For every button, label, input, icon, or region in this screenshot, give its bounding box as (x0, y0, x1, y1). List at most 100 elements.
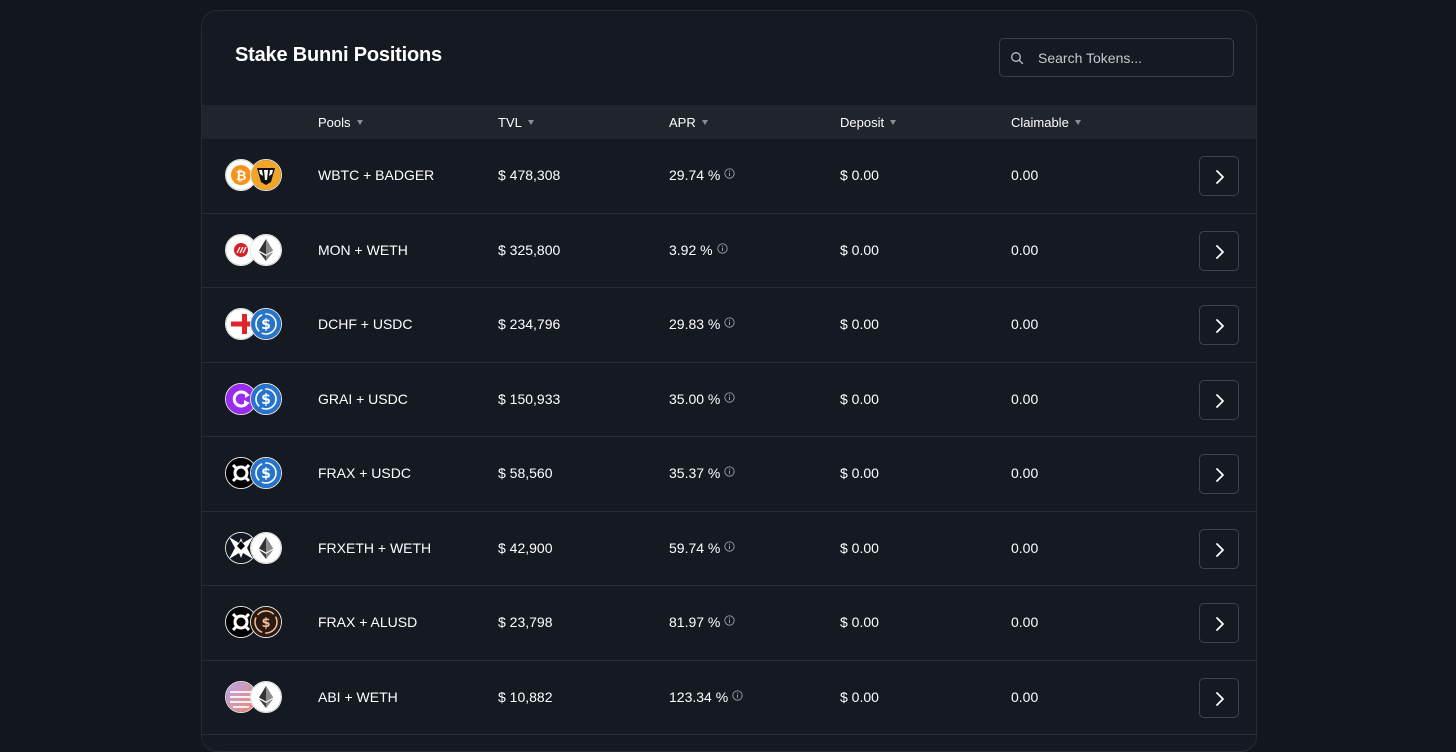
apr-cell-value: 29.83 % (669, 316, 721, 332)
claimable-cell: 0.00 (1011, 465, 1038, 481)
table-row: ABI + WETH $ 10,882 123.34 % $ 0.00 0.00 (202, 661, 1256, 735)
info-icon[interactable] (724, 391, 736, 403)
search-input[interactable] (1038, 39, 1228, 76)
apr-cell: 123.34 % (669, 689, 743, 705)
info-icon[interactable] (716, 242, 728, 254)
pool-name-value: DCHF + USDC (318, 316, 413, 332)
stake-positions-panel: Stake Bunni Positions Pools TVL APR Depo… (201, 10, 1257, 752)
column-header-label: Deposit (840, 115, 885, 130)
claimable-cell-value: 0.00 (1011, 167, 1039, 183)
table-row: $ FRAX + USDC $ 58,560 35.37 % $ 0.00 0.00 (202, 437, 1256, 512)
column-header-label: Pools (318, 115, 351, 130)
pool-token-icons (225, 233, 285, 268)
info-icon[interactable] (724, 466, 736, 477)
sort-caret-icon (890, 120, 897, 125)
apr-cell-value: 123.34 % (669, 688, 729, 705)
pool-name-value: ABI + WETH (318, 688, 398, 705)
usdc-icon: $ (250, 308, 282, 340)
tvl-cell: $ 478,308 (498, 167, 560, 183)
deposit-cell-value: $ 0.00 (840, 167, 879, 183)
column-header-apr[interactable]: APR (669, 115, 708, 130)
table-row: FRXETH + WETH $ 42,900 59.74 % $ 0.00 0.00 (202, 512, 1256, 586)
pool-name: FRXETH + WETH (318, 540, 431, 556)
info-icon[interactable] (732, 689, 743, 701)
alusd-icon: $ (250, 606, 282, 638)
open-position-button[interactable] (1199, 603, 1239, 643)
sort-caret-icon (356, 120, 363, 125)
deposit-cell-value: $ 0.00 (840, 688, 879, 705)
open-position-button[interactable] (1199, 156, 1239, 196)
column-header-tvl[interactable]: TVL (498, 115, 534, 130)
positions-table-body: ₿ WBTC + BADGER $ 478,308 29.74 % $ 0.00 0.00… (202, 139, 1256, 735)
apr-cell: 29.74 % (669, 167, 736, 183)
chevron-right-icon (1216, 170, 1224, 184)
tvl-cell: $ 234,796 (498, 316, 560, 332)
deposit-cell-value: $ 0.00 (840, 316, 879, 332)
table-row: $ FRAX + ALUSD $ 23,798 81.97 % $ 0.00 0.00 (202, 586, 1256, 661)
weth-icon (250, 233, 282, 266)
sort-caret-icon (1074, 120, 1081, 125)
apr-cell: 3.92 % (669, 242, 728, 258)
info-icon[interactable] (724, 540, 736, 552)
pool-token-icons: $ (225, 457, 285, 491)
tvl-cell: $ 325,800 (498, 242, 560, 258)
column-header-deposit[interactable]: Deposit (840, 115, 897, 130)
claimable-cell: 0.00 (1011, 242, 1038, 258)
pool-token-icons: ₿ (225, 159, 285, 193)
open-position-button[interactable] (1199, 454, 1239, 494)
apr-cell-value: 35.00 % (669, 390, 721, 407)
page-title: Stake Bunni Positions (235, 44, 442, 66)
pool-name-value: MON + WETH (318, 241, 408, 258)
pool-token-icons: $ (225, 308, 285, 342)
claimable-cell: 0.00 (1011, 689, 1038, 705)
apr-cell-value: 35.37 % (669, 465, 721, 481)
claimable-cell-value: 0.00 (1011, 465, 1039, 481)
deposit-cell: $ 0.00 (840, 614, 879, 630)
apr-cell: 29.83 % (669, 316, 736, 332)
claimable-cell-value: 0.00 (1011, 316, 1039, 332)
pool-name: MON + WETH (318, 242, 408, 258)
claimable-cell: 0.00 (1011, 391, 1038, 407)
chevron-right-icon (1216, 542, 1224, 557)
panel-header: Stake Bunni Positions (202, 11, 1256, 105)
apr-cell-value: 59.74 % (669, 539, 721, 556)
claimable-cell-value: 0.00 (1011, 390, 1039, 407)
deposit-cell-value: $ 0.00 (840, 390, 879, 407)
badger-icon (250, 159, 282, 191)
deposit-cell: $ 0.00 (840, 316, 879, 332)
pool-token-icons (225, 531, 285, 566)
sort-caret-icon (701, 120, 708, 125)
chevron-right-icon (1216, 468, 1224, 482)
chevron-right-icon (1216, 393, 1224, 408)
open-position-button[interactable] (1199, 677, 1239, 718)
abi-icon (225, 680, 257, 713)
tvl-cell-value: $ 10,882 (498, 688, 553, 705)
svg-text:$: $ (261, 392, 271, 408)
column-header-pools[interactable]: Pools (318, 115, 363, 130)
apr-cell-value: 29.74 % (669, 167, 721, 183)
tvl-cell: $ 23,798 (498, 614, 553, 630)
usdc-icon: $ (250, 457, 282, 489)
deposit-cell: $ 0.00 (840, 689, 879, 705)
open-position-button[interactable] (1199, 230, 1239, 271)
column-header-claimable[interactable]: Claimable (1011, 115, 1081, 130)
chevron-right-icon (1216, 244, 1224, 259)
chevron-right-icon (1216, 617, 1224, 631)
open-position-button[interactable] (1199, 305, 1239, 345)
open-position-button[interactable] (1199, 528, 1239, 569)
table-row: ₿ WBTC + BADGER $ 478,308 29.74 % $ 0.00 0.00 (202, 139, 1256, 214)
info-icon[interactable] (724, 168, 736, 179)
claimable-cell: 0.00 (1011, 316, 1038, 332)
open-position-button[interactable] (1199, 379, 1239, 420)
deposit-cell-value: $ 0.00 (840, 539, 879, 556)
pool-name: WBTC + BADGER (318, 167, 434, 183)
claimable-cell-value: 0.00 (1011, 241, 1039, 258)
info-icon[interactable] (724, 317, 736, 328)
tvl-cell-value: $ 58,560 (498, 465, 553, 481)
deposit-cell-value: $ 0.00 (840, 465, 879, 481)
tvl-cell-value: $ 23,798 (498, 614, 553, 630)
info-icon[interactable] (724, 615, 736, 626)
frax-icon (225, 457, 257, 489)
apr-cell: 35.00 % (669, 390, 736, 407)
search-box[interactable] (999, 38, 1234, 77)
